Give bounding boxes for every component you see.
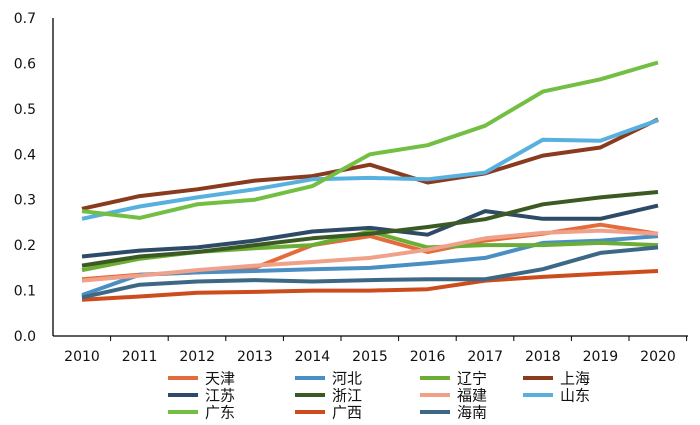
legend-label: 山东	[560, 387, 590, 405]
y-tick-label: 0.5	[14, 102, 36, 118]
series-line-浙江	[81, 190, 659, 268]
x-tick-label: 2012	[179, 349, 215, 365]
series-line-海南	[81, 245, 659, 300]
x-tick-label: 2010	[64, 349, 100, 365]
legend-label: 广东	[205, 404, 235, 422]
x-tick-label: 2017	[467, 349, 503, 365]
series-line-江苏	[81, 203, 659, 259]
x-tick-label: 2020	[640, 349, 676, 365]
legend-label: 江苏	[205, 387, 235, 405]
legend-label: 福建	[457, 387, 487, 405]
x-tick-label: 2014	[295, 349, 331, 365]
axes: 0.0 0.1 0.2 0.3 0.4 0.5 0.6 0.7 2010 2011 2012 2013…	[14, 11, 688, 365]
x-tick-label: 2015	[352, 349, 388, 365]
y-tick-label: 0.7	[14, 11, 36, 27]
y-tick-label: 0.0	[14, 329, 36, 345]
series-line-上海	[81, 117, 659, 211]
x-tick-label: 2011	[122, 349, 158, 365]
legend-label: 天津	[205, 370, 235, 388]
legend-label: 上海	[560, 370, 590, 388]
y-tick-label: 0.3	[14, 193, 36, 209]
x-tick-label: 2018	[525, 349, 561, 365]
legend-label: 河北	[332, 370, 362, 388]
legend-label: 浙江	[332, 387, 362, 405]
series-line-广东	[81, 60, 659, 220]
y-tick-label: 0.1	[14, 284, 36, 300]
series-line-福建	[81, 228, 659, 283]
y-tick-label: 0.2	[14, 238, 36, 254]
series-line-广西	[81, 269, 659, 302]
series-line-山东	[81, 118, 659, 221]
legend-label: 辽宁	[457, 370, 487, 388]
y-tick-label: 0.4	[14, 147, 36, 163]
y-tick-label: 0.6	[14, 56, 36, 72]
x-tick-label: 2016	[410, 349, 446, 365]
legend-label: 海南	[457, 404, 487, 422]
x-tick-label: 2019	[583, 349, 619, 365]
x-tick-label: 2013	[237, 349, 273, 365]
series-lines	[81, 60, 659, 302]
legend-label: 广西	[332, 404, 362, 422]
